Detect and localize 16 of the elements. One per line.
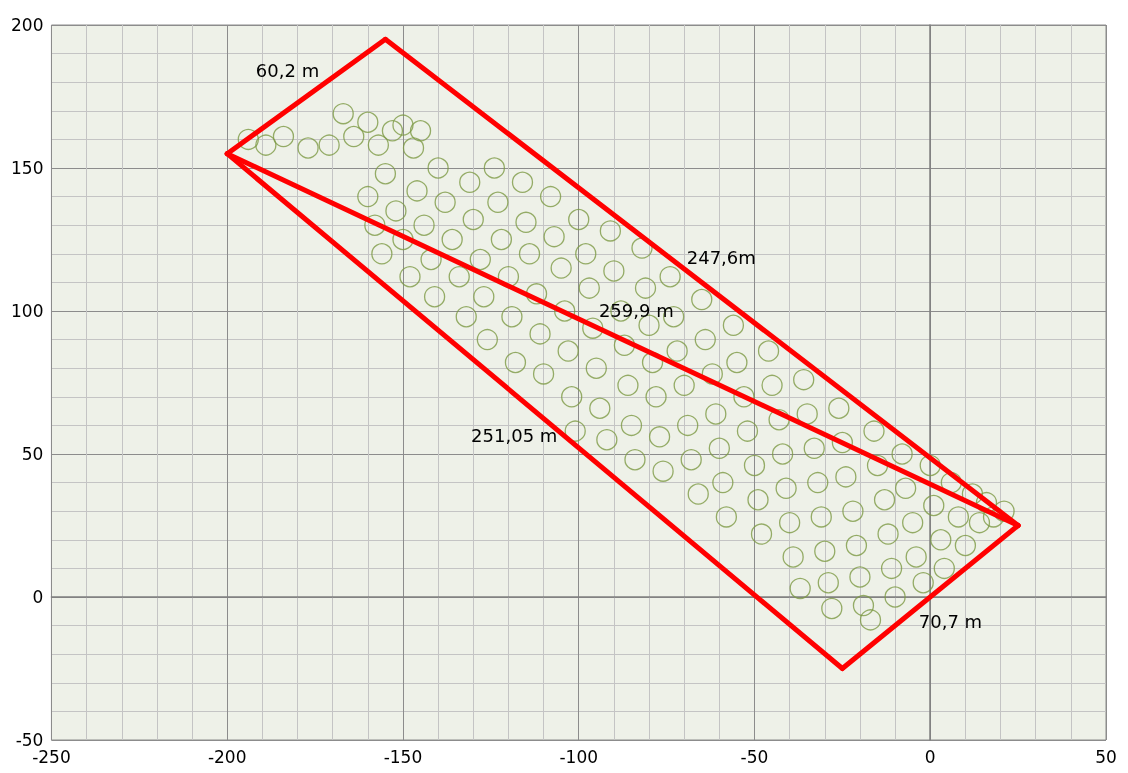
- y-tick-label: 50: [21, 444, 44, 464]
- series-label: 70,7 m: [918, 611, 983, 633]
- y-tick-label: 0: [32, 587, 44, 607]
- y-tick-label: 200: [10, 15, 44, 35]
- x-tick-label: -50: [740, 746, 769, 767]
- x-tick-label: 0: [924, 746, 936, 767]
- series-label: 259,9 m: [598, 300, 674, 322]
- x-tick-label: -150: [383, 746, 423, 767]
- y-tick-label: 100: [10, 301, 44, 321]
- series-label: 247,6m: [686, 246, 756, 268]
- series-label: 251,05 m: [471, 425, 558, 447]
- series-label: 60,2 m: [255, 60, 320, 82]
- x-tick-label: -200: [207, 746, 247, 767]
- x-tick-label: -100: [559, 746, 599, 767]
- x-tick-label: 50: [1095, 746, 1117, 767]
- y-tick-label: 150: [10, 158, 44, 178]
